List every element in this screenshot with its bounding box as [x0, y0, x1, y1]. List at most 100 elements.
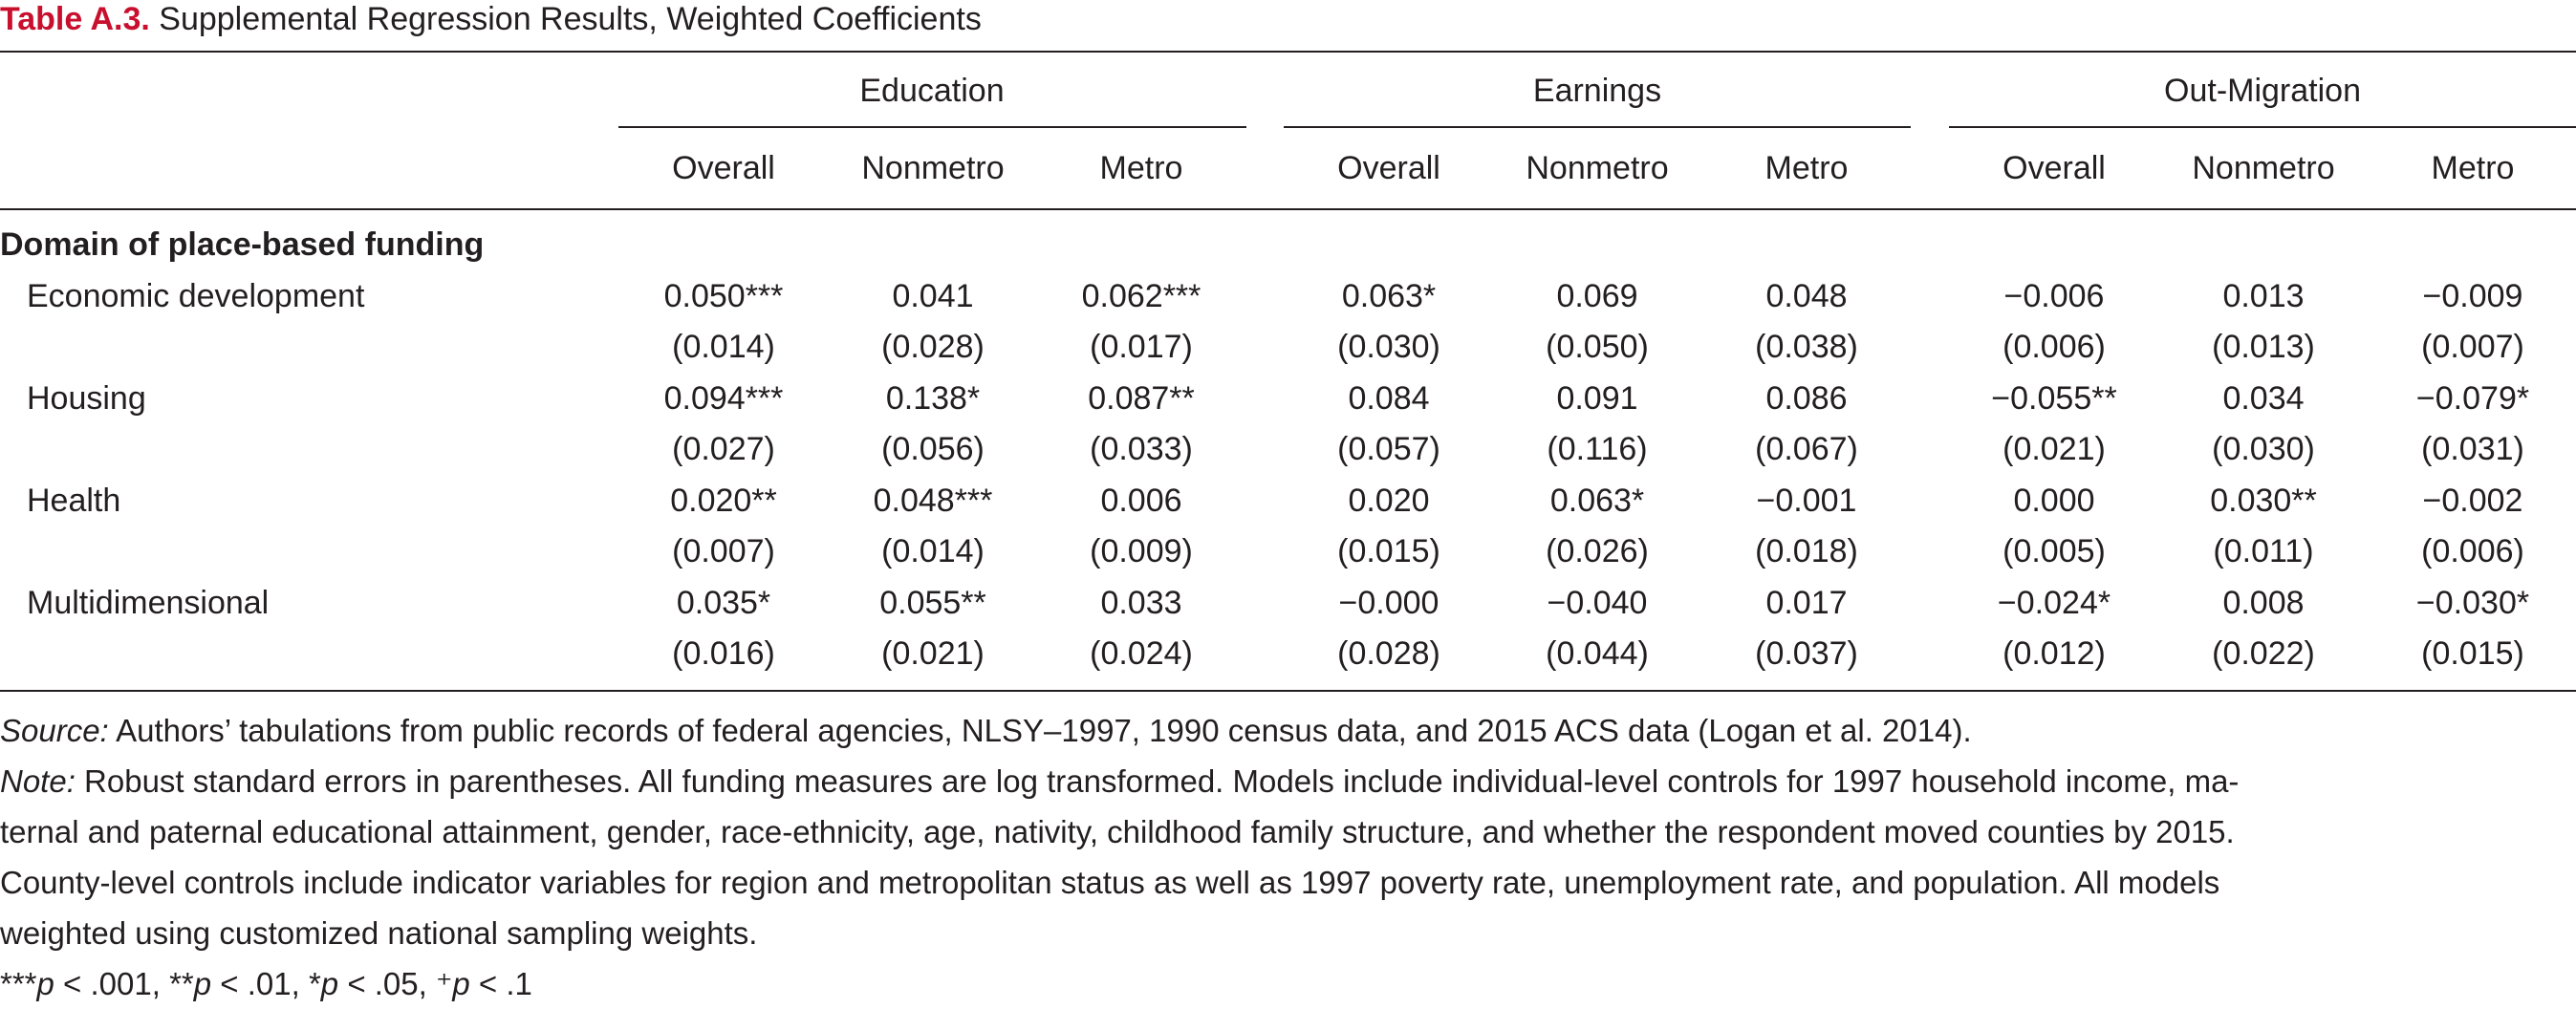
sig-p-1: p [36, 966, 54, 1001]
coefficient-cell: 0.084 [1348, 380, 1430, 417]
standard-error-cell: (0.009) [1090, 533, 1193, 569]
coefficient-cell: 0.035* [676, 585, 771, 621]
coefficient-cell: 0.094*** [663, 380, 784, 417]
coefficient-cell: 0.008 [2222, 585, 2305, 621]
sig-threshold-1: < .001, [54, 966, 170, 1001]
coefficient-cell: 0.048 [1765, 278, 1848, 314]
standard-error-cell: (0.007) [672, 533, 775, 569]
standard-error-cell: (0.027) [672, 431, 775, 467]
coefficient-cell: 0.086 [1765, 380, 1848, 417]
coefficient-cell: 0.069 [1556, 278, 1638, 314]
coefficient-cell: −0.006 [2003, 278, 2105, 314]
coefficient-cell: 0.020** [670, 483, 777, 519]
standard-error-cell: (0.012) [2002, 635, 2106, 672]
coefficient-cell: 0.062*** [1081, 278, 1201, 314]
coefficient-cell: −0.079* [2415, 380, 2530, 417]
top-rule [0, 51, 2576, 53]
standard-error-cell: (0.030) [1337, 329, 1440, 365]
coefficient-cell: −0.000 [1338, 585, 1440, 621]
coefficient-cell: 0.063* [1341, 278, 1437, 314]
sig-threshold-2: < .01, [211, 966, 309, 1001]
column-header: Overall [1337, 150, 1440, 186]
standard-error-cell: (0.022) [2212, 635, 2315, 672]
standard-error-cell: (0.007) [2421, 329, 2524, 365]
coefficient-cell: 0.034 [2222, 380, 2305, 417]
coefficient-cell: −0.009 [2422, 278, 2523, 314]
row-label: Health [27, 483, 121, 519]
standard-error-cell: (0.016) [672, 635, 775, 672]
source-label: Source: [0, 713, 109, 748]
column-header: Nonmetro [2192, 150, 2335, 186]
table-title: Supplemental Regression Results, Weighte… [149, 1, 982, 37]
coefficient-cell: 0.048*** [873, 483, 993, 519]
standard-error-cell: (0.057) [1337, 431, 1440, 467]
coefficient-cell: 0.050*** [663, 278, 784, 314]
note-line-2: ternal and paternal educational attainme… [0, 814, 2235, 849]
coefficient-cell: 0.055** [879, 585, 986, 621]
standard-error-cell: (0.037) [1755, 635, 1858, 672]
sig-threshold-4: < .1 [469, 966, 532, 1001]
coefficient-cell: 0.006 [1100, 483, 1182, 519]
standard-error-cell: (0.056) [881, 431, 985, 467]
column-group-earnings: Earnings [1532, 73, 1662, 109]
column-group-out-migration: Out-Migration [2164, 73, 2361, 109]
standard-error-cell: (0.024) [1090, 635, 1193, 672]
note-line-3: County-level controls include indicator … [0, 865, 2220, 900]
standard-error-cell: (0.021) [2002, 431, 2106, 467]
standard-error-cell: (0.006) [2421, 533, 2524, 569]
standard-error-cell: (0.030) [2212, 431, 2315, 467]
standard-error-cell: (0.013) [2212, 329, 2315, 365]
note-label: Note: [0, 763, 76, 799]
coefficient-cell: −0.001 [1756, 483, 1857, 519]
sig-p-2: p [193, 966, 212, 1001]
table-notes: Source: Authors’ tabulations from public… [0, 705, 2576, 1009]
table-bottom-rule [0, 690, 2576, 692]
column-group-education: Education [859, 73, 1005, 109]
coefficient-cell: 0.063* [1549, 483, 1645, 519]
group-rule-earnings [1284, 126, 1911, 128]
standard-error-cell: (0.015) [2421, 635, 2524, 672]
standard-error-cell: (0.005) [2002, 533, 2106, 569]
standard-error-cell: (0.028) [881, 329, 985, 365]
coefficient-cell: 0.013 [2222, 278, 2305, 314]
standard-error-cell: (0.038) [1755, 329, 1858, 365]
coefficient-cell: 0.091 [1556, 380, 1638, 417]
standard-error-cell: (0.014) [881, 533, 985, 569]
column-header: Overall [2002, 150, 2106, 186]
standard-error-cell: (0.033) [1090, 431, 1193, 467]
standard-error-cell: (0.050) [1546, 329, 1649, 365]
row-label: Multidimensional [27, 585, 270, 621]
column-header: Nonmetro [1526, 150, 1669, 186]
source-text: Authors’ tabulations from public records… [108, 713, 1972, 748]
standard-error-cell: (0.015) [1337, 533, 1440, 569]
standard-error-cell: (0.031) [2421, 431, 2524, 467]
standard-error-cell: (0.044) [1546, 635, 1649, 672]
group-rule-education [618, 126, 1246, 128]
sig-stars-2: ** [169, 966, 194, 1001]
standard-error-cell: (0.011) [2213, 533, 2314, 569]
note-text-1: Robust standard errors in parentheses. A… [75, 763, 2240, 799]
standard-error-cell: (0.006) [2002, 329, 2106, 365]
coefficient-cell: −0.002 [2422, 483, 2523, 519]
coefficient-cell: −0.055** [1991, 380, 2117, 417]
coefficient-cell: 0.030** [2210, 483, 2317, 519]
column-header: Metro [2431, 150, 2515, 186]
standard-error-cell: (0.067) [1755, 431, 1858, 467]
standard-error-cell: (0.116) [1547, 431, 1648, 467]
column-header: Overall [672, 150, 775, 186]
sig-p-3: p [320, 966, 339, 1001]
column-header: Nonmetro [861, 150, 1005, 186]
standard-error-cell: (0.018) [1755, 533, 1858, 569]
coefficient-cell: 0.138* [885, 380, 981, 417]
group-rule-out-migration [1949, 126, 2576, 128]
row-label: Housing [27, 380, 146, 417]
header-bottom-rule [0, 208, 2576, 210]
table-caption: Table A.3. Supplemental Regression Resul… [0, 0, 982, 38]
table-number: Table A.3. [0, 1, 150, 37]
standard-error-cell: (0.017) [1090, 329, 1193, 365]
row-label: Economic development [27, 278, 365, 314]
coefficient-cell: −0.024* [1997, 585, 2111, 621]
standard-error-cell: (0.021) [881, 635, 985, 672]
sig-threshold-3: < .05, [338, 966, 436, 1001]
sig-stars-4: ⁺ [435, 966, 453, 1001]
